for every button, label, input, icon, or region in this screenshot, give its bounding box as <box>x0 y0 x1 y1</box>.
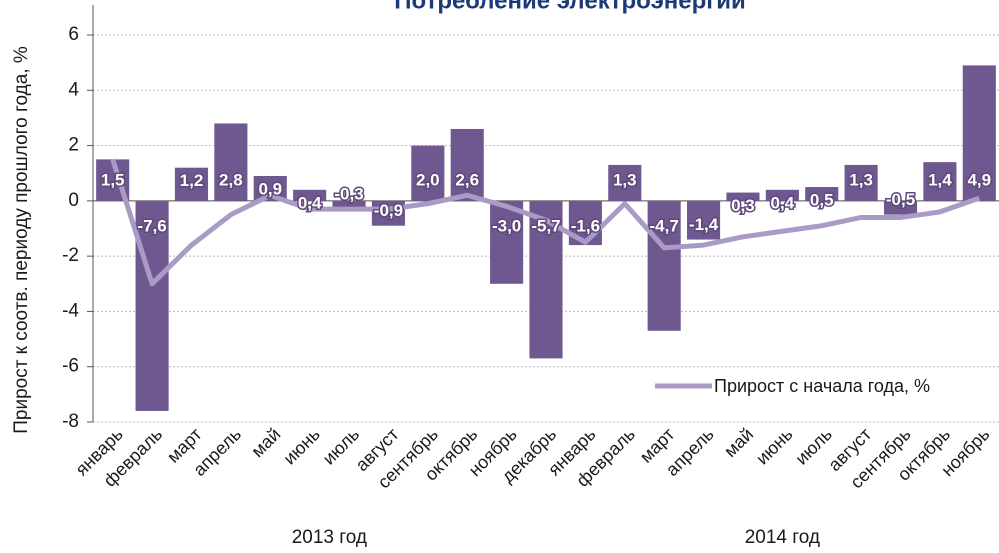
bar <box>805 187 839 201</box>
y-tick-label: 0 <box>68 190 79 211</box>
y-tick-label: 2 <box>68 135 79 156</box>
data-label: -1,4 <box>689 215 719 234</box>
bar <box>844 164 878 201</box>
y-tick-label: 6 <box>68 24 79 45</box>
bar <box>726 192 760 201</box>
y-tick-label: -6 <box>62 356 79 377</box>
data-label: -4,7 <box>650 216 679 235</box>
group-label: 2013 год <box>292 527 367 548</box>
y-tick-label: -8 <box>62 411 79 432</box>
bar <box>687 200 721 240</box>
bar <box>883 200 918 215</box>
bar <box>135 200 169 411</box>
bar <box>371 200 405 226</box>
data-label: 2,0 <box>416 170 440 189</box>
data-label: -1,6 <box>571 216 600 235</box>
data-label: 1,4 <box>928 170 952 189</box>
x-tick-label: июнь <box>279 424 323 468</box>
x-tick-label: июнь <box>752 424 796 468</box>
data-label: 0,4 <box>771 193 795 212</box>
bar <box>647 200 681 331</box>
data-label: -3,0 <box>492 216 521 235</box>
bar <box>765 189 799 201</box>
bar <box>214 123 248 201</box>
bar <box>450 128 484 201</box>
data-label: 0,5 <box>810 191 834 210</box>
data-label: 0,9 <box>258 179 282 198</box>
data-label: 1,5 <box>101 170 125 189</box>
bar <box>923 162 957 201</box>
bar <box>293 189 327 201</box>
line-series <box>110 158 981 287</box>
data-label: 0,3 <box>731 196 755 215</box>
bar <box>608 164 642 201</box>
data-label: 4,9 <box>967 170 991 189</box>
bar <box>174 167 209 201</box>
x-tick-label: май <box>720 424 757 461</box>
legend-label: Прирост с начала года, % <box>714 376 930 396</box>
data-label: -0,9 <box>374 201 403 220</box>
data-label: 0,4 <box>298 193 322 212</box>
y-tick-label: -2 <box>62 245 79 266</box>
bar <box>962 65 996 201</box>
chart-title: Потребление электроэнергии <box>394 0 746 14</box>
x-tick-label: май <box>247 424 284 461</box>
data-label: 2,6 <box>455 170 479 189</box>
y-tick-label: 4 <box>68 79 79 100</box>
data-label: 1,3 <box>613 170 637 189</box>
data-label: -0,3 <box>334 185 363 204</box>
bar <box>490 200 524 284</box>
bar <box>332 200 366 210</box>
bar <box>411 145 445 201</box>
data-label: 1,2 <box>180 171 204 190</box>
data-label: -5,7 <box>531 216 560 235</box>
data-label: -7,6 <box>137 216 166 235</box>
data-label: 1,3 <box>849 170 873 189</box>
data-label: 2,8 <box>219 170 243 189</box>
y-axis-label: Прирост к соотв. периоду прошлого года, … <box>11 46 32 434</box>
y-tick-label: -4 <box>62 300 79 321</box>
data-label: -0,5 <box>886 190 915 209</box>
group-label: 2014 год <box>745 527 820 548</box>
